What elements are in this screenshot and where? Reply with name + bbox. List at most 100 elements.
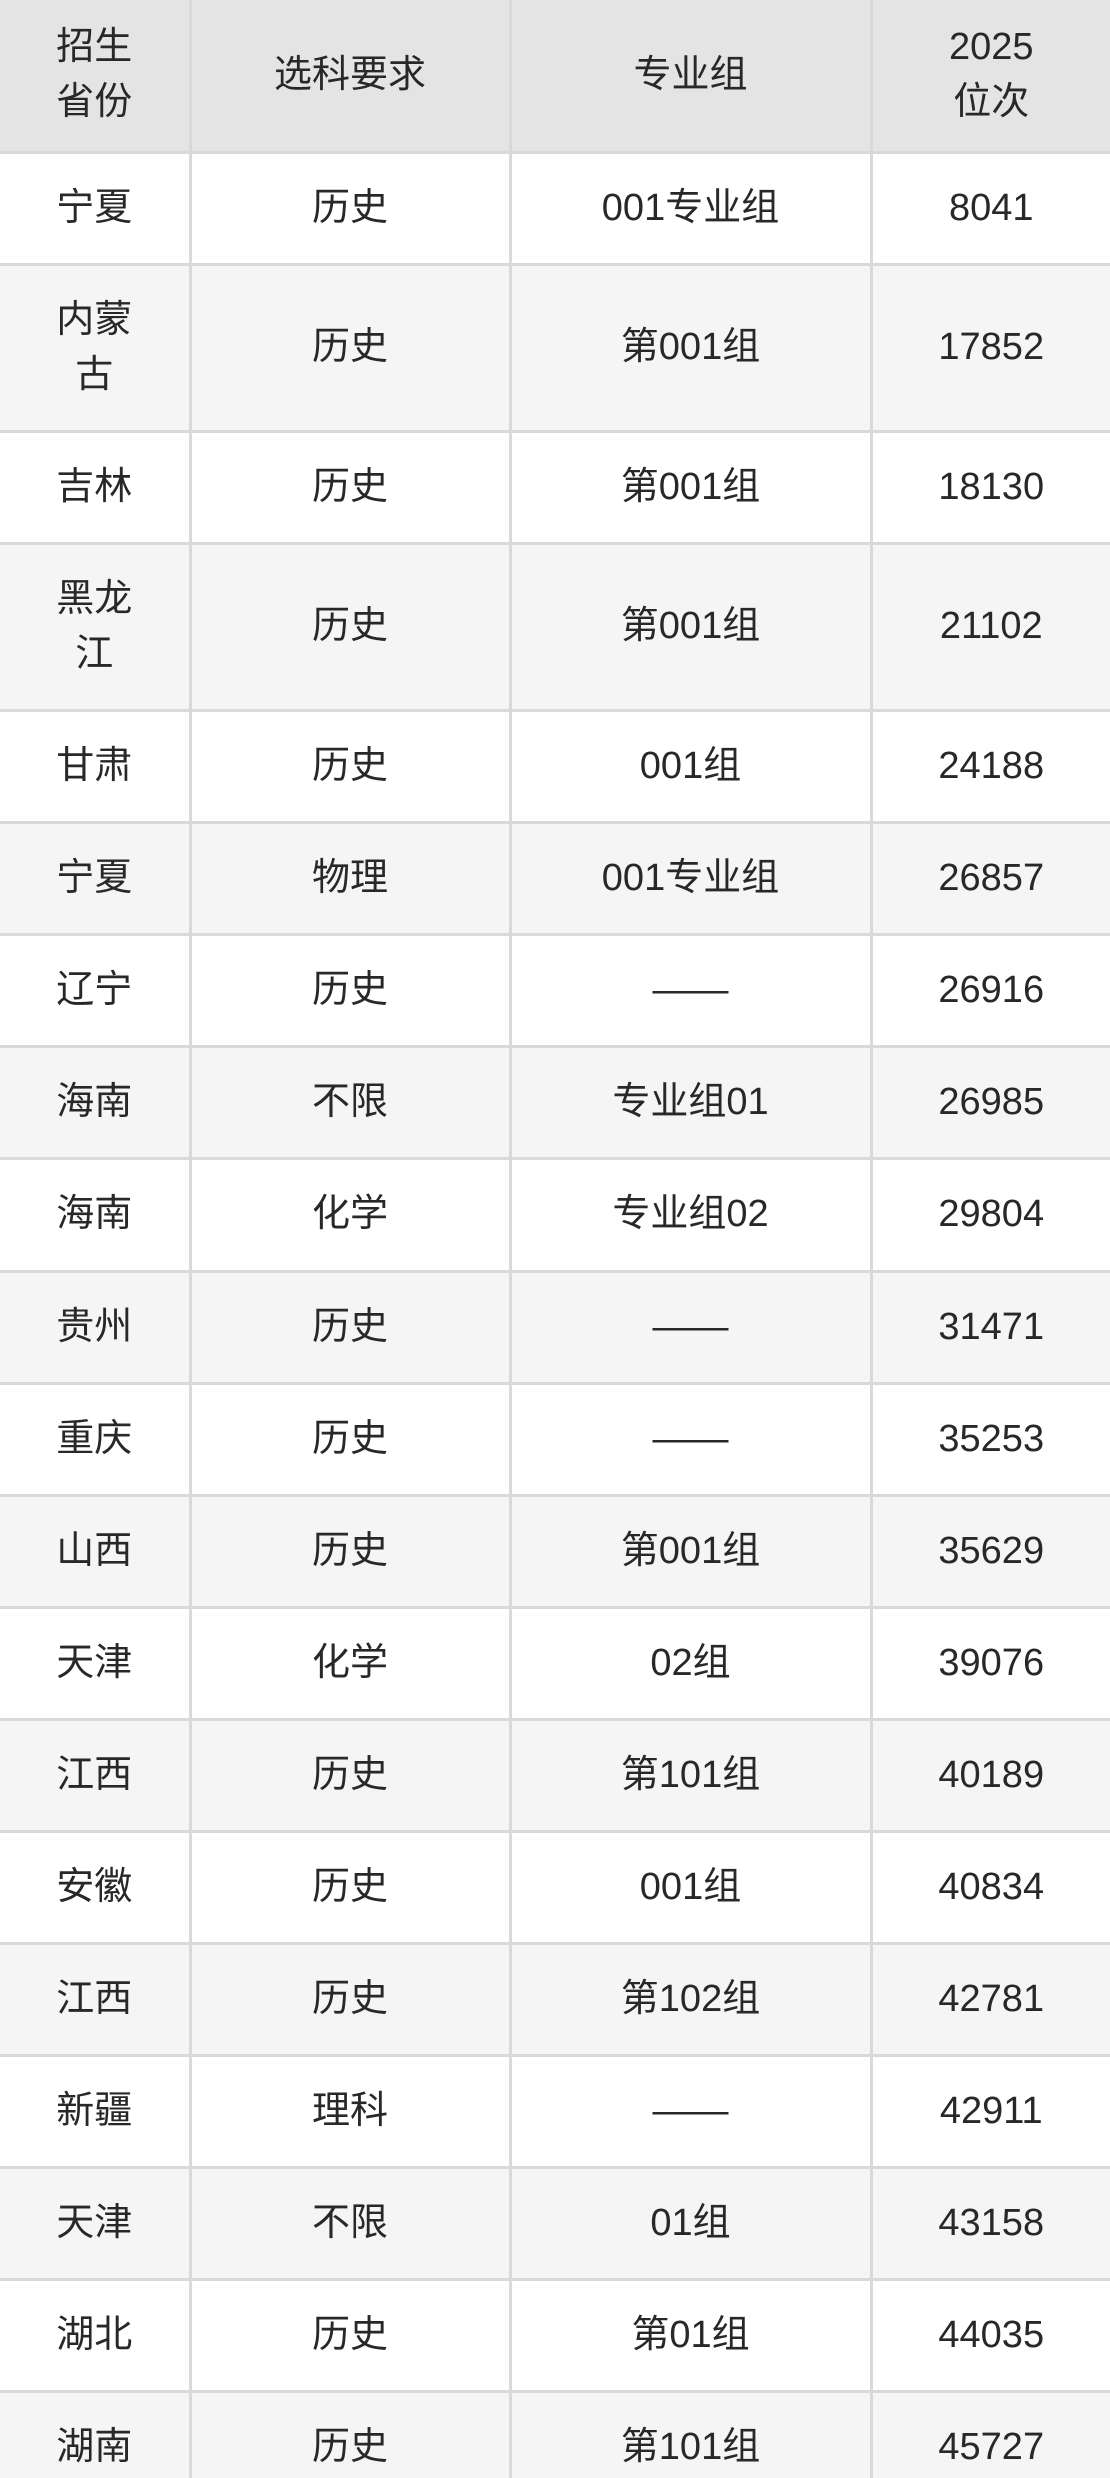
table-row: 海南 化学 专业组02 29804 xyxy=(0,1157,1110,1273)
cell-province: 吉林 xyxy=(0,429,192,545)
table-row: 贵州 历史 —— 31471 xyxy=(0,1269,1110,1385)
cell-province: 辽宁 xyxy=(0,933,192,1049)
cell-province: 新疆 xyxy=(0,2054,192,2170)
table-row: 湖南 历史 第101组 45727 xyxy=(0,2390,1110,2478)
cell-major-group: 专业组01 xyxy=(508,1045,873,1161)
cell-rank-2025: 17852 xyxy=(869,262,1110,433)
cell-major-group: 01组 xyxy=(508,2166,873,2282)
table-row: 吉林 历史 第001组 18130 xyxy=(0,429,1110,545)
cell-province: 宁夏 xyxy=(0,150,192,266)
cell-province: 江西 xyxy=(0,1717,192,1834)
cell-subject-requirement: 历史 xyxy=(188,1381,512,1497)
header-province: 招生 省份 xyxy=(0,0,192,154)
cell-subject-requirement: 历史 xyxy=(188,2390,512,2478)
cell-subject-requirement: 历史 xyxy=(188,1269,512,1385)
cell-major-group: 001专业组 xyxy=(508,150,873,266)
cell-rank-2025: 43158 xyxy=(869,2166,1110,2282)
cell-rank-2025: 40834 xyxy=(869,1829,1110,1946)
table-row: 天津 不限 01组 43158 xyxy=(0,2166,1110,2282)
cell-rank-2025: 35253 xyxy=(869,1381,1110,1497)
cell-rank-2025: 24188 xyxy=(869,709,1110,825)
table-header-row: 招生 省份 选科要求 专业组 2025 位次 xyxy=(0,0,1110,154)
cell-major-group: 001组 xyxy=(508,709,873,825)
cell-province: 安徽 xyxy=(0,1829,192,1946)
cell-subject-requirement: 不限 xyxy=(188,1045,512,1161)
header-subject-requirement: 选科要求 xyxy=(188,0,512,154)
table-row: 天津 化学 02组 39076 xyxy=(0,1605,1110,1721)
header-rank-2025: 2025 位次 xyxy=(869,0,1110,154)
cell-subject-requirement: 理科 xyxy=(188,2054,512,2170)
cell-subject-requirement: 历史 xyxy=(188,709,512,825)
table-row: 辽宁 历史 —— 26916 xyxy=(0,933,1110,1049)
cell-province: 海南 xyxy=(0,1045,192,1161)
cell-rank-2025: 26985 xyxy=(869,1045,1110,1161)
cell-province: 贵州 xyxy=(0,1269,192,1385)
cell-subject-requirement: 历史 xyxy=(188,933,512,1049)
cell-subject-requirement: 历史 xyxy=(188,2278,512,2394)
cell-rank-2025: 44035 xyxy=(869,2278,1110,2394)
cell-subject-requirement: 化学 xyxy=(188,1157,512,1273)
cell-rank-2025: 29804 xyxy=(869,1157,1110,1273)
cell-major-group: 专业组02 xyxy=(508,1157,873,1273)
cell-subject-requirement: 不限 xyxy=(188,2166,512,2282)
cell-major-group: 第101组 xyxy=(508,1717,873,1834)
cell-subject-requirement: 历史 xyxy=(188,1717,512,1834)
cell-province: 重庆 xyxy=(0,1381,192,1497)
cell-province: 宁夏 xyxy=(0,821,192,937)
table-row: 甘肃 历史 001组 24188 xyxy=(0,709,1110,825)
cell-rank-2025: 42781 xyxy=(869,1942,1110,2058)
table-header: 招生 省份 选科要求 专业组 2025 位次 xyxy=(0,0,1110,154)
header-major-group: 专业组 xyxy=(508,0,873,154)
table-row: 安徽 历史 001组 40834 xyxy=(0,1829,1110,1946)
cell-rank-2025: 8041 xyxy=(869,150,1110,266)
cell-province: 天津 xyxy=(0,2166,192,2282)
table-row: 江西 历史 第101组 40189 xyxy=(0,1717,1110,1834)
cell-subject-requirement: 历史 xyxy=(188,262,512,433)
cell-province: 海南 xyxy=(0,1157,192,1273)
cell-rank-2025: 35629 xyxy=(869,1493,1110,1609)
cell-major-group: —— xyxy=(508,2054,873,2170)
table-row: 山西 历史 第001组 35629 xyxy=(0,1493,1110,1609)
cell-province: 江西 xyxy=(0,1942,192,2058)
cell-province: 湖北 xyxy=(0,2278,192,2394)
cell-rank-2025: 26916 xyxy=(869,933,1110,1049)
cell-rank-2025: 42911 xyxy=(869,2054,1110,2170)
cell-major-group: 第001组 xyxy=(508,262,873,433)
cell-major-group: 第102组 xyxy=(508,1942,873,2058)
cell-major-group: 02组 xyxy=(508,1605,873,1721)
cell-province: 湖南 xyxy=(0,2390,192,2478)
cell-major-group: 第01组 xyxy=(508,2278,873,2394)
table-body: 宁夏 历史 001专业组 8041 内蒙古 历史 第001组 17852 吉林 历史 第001组 18… xyxy=(0,150,1110,2478)
table-row: 江西 历史 第102组 42781 xyxy=(0,1942,1110,2058)
table-row: 湖北 历史 第01组 44035 xyxy=(0,2278,1110,2394)
cell-rank-2025: 40189 xyxy=(869,1717,1110,1834)
cell-province: 黑龙江 xyxy=(0,541,192,713)
cell-major-group: 第001组 xyxy=(508,1493,873,1609)
table-row: 海南 不限 专业组01 26985 xyxy=(0,1045,1110,1161)
cell-subject-requirement: 历史 xyxy=(188,541,512,713)
cell-rank-2025: 39076 xyxy=(869,1605,1110,1721)
cell-province: 山西 xyxy=(0,1493,192,1609)
cell-major-group: 第101组 xyxy=(508,2390,873,2478)
cell-subject-requirement: 历史 xyxy=(188,429,512,545)
table-row: 重庆 历史 —— 35253 xyxy=(0,1381,1110,1497)
cell-major-group: —— xyxy=(508,1269,873,1385)
cell-subject-requirement: 历史 xyxy=(188,1493,512,1609)
cell-major-group: —— xyxy=(508,933,873,1049)
cell-subject-requirement: 历史 xyxy=(188,1942,512,2058)
cell-rank-2025: 18130 xyxy=(869,429,1110,545)
cell-rank-2025: 26857 xyxy=(869,821,1110,937)
cell-subject-requirement: 化学 xyxy=(188,1605,512,1721)
cell-major-group: 001专业组 xyxy=(508,821,873,937)
cell-province: 内蒙古 xyxy=(0,262,192,433)
table-row: 内蒙古 历史 第001组 17852 xyxy=(0,262,1110,433)
cell-rank-2025: 31471 xyxy=(869,1269,1110,1385)
table-row: 宁夏 物理 001专业组 26857 xyxy=(0,821,1110,937)
cell-major-group: 001组 xyxy=(508,1829,873,1946)
cell-province: 甘肃 xyxy=(0,709,192,825)
cell-rank-2025: 21102 xyxy=(869,541,1110,713)
cell-subject-requirement: 历史 xyxy=(188,1829,512,1946)
cell-rank-2025: 45727 xyxy=(869,2390,1110,2478)
table-row: 黑龙江 历史 第001组 21102 xyxy=(0,541,1110,713)
